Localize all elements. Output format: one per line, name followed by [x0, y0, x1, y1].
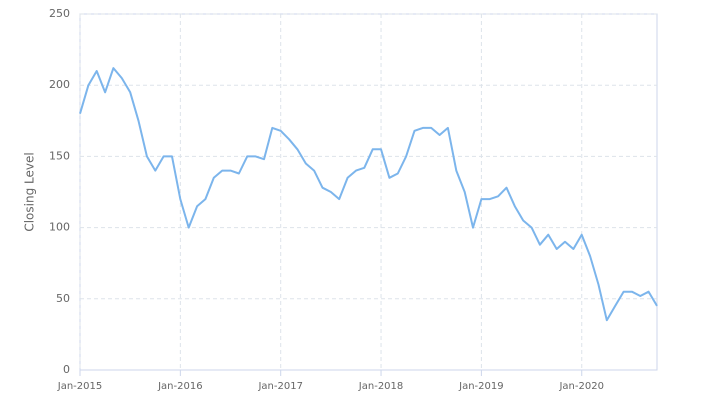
y-tick-label: 0 — [63, 363, 70, 376]
x-tick-label: Jan-2016 — [157, 381, 202, 392]
y-tick-label: 50 — [56, 292, 70, 305]
plot-border — [79, 13, 658, 371]
y-tick-label: 100 — [49, 221, 70, 234]
y-tick-label: 200 — [49, 78, 70, 91]
x-tick-label: Jan-2017 — [257, 381, 302, 392]
y-tick-label: 150 — [49, 149, 70, 162]
x-tick-label: Jan-2018 — [358, 381, 403, 392]
y-axis-label: Closing Level — [23, 152, 37, 231]
x-tick-label: Jan-2015 — [57, 381, 102, 392]
line — [79, 67, 658, 322]
x-tick-label: Jan-2019 — [458, 381, 503, 392]
y-tick-label: 250 — [49, 7, 70, 20]
x-tick-label: Jan-2020 — [558, 381, 603, 392]
